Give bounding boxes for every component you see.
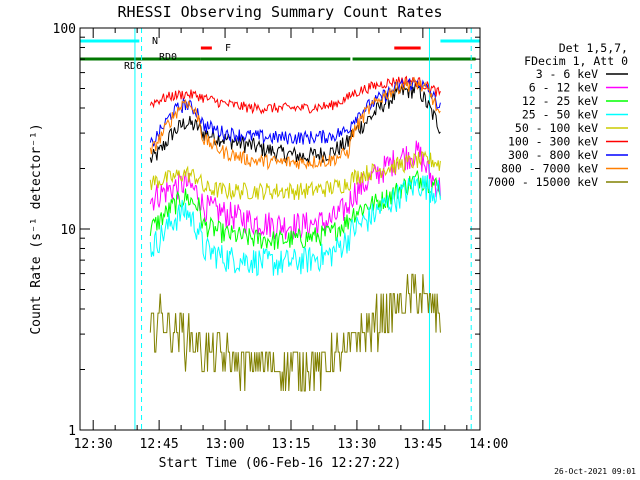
legend-label: 25 - 50 keV	[522, 108, 598, 122]
legend-label: 800 - 7000 keV	[501, 162, 598, 176]
x-axis-label: Start Time (06-Feb-16 12:27:22)	[159, 456, 402, 471]
series-line-4	[149, 175, 441, 277]
series-line-1	[149, 81, 441, 163]
x-tick-label: 13:30	[337, 437, 376, 452]
flare-label: F	[225, 43, 231, 54]
legend-label: 6 - 12 keV	[529, 81, 598, 95]
x-tick-label: 13:45	[403, 437, 442, 452]
decimation-label-rd6: RD6	[124, 61, 142, 72]
y-tick-label: 1	[68, 424, 76, 439]
y-tick-label: 100	[53, 22, 76, 37]
night-label: N	[152, 36, 158, 47]
chart-title: RHESSI Observing Summary Count Rates	[117, 3, 442, 21]
legend-label: 12 - 25 keV	[522, 94, 598, 108]
series-line-9	[149, 273, 441, 392]
series-layer	[149, 75, 441, 392]
generation-timestamp: 26-Oct-2021 09:01	[554, 467, 636, 476]
x-tick-label: 14:00	[469, 437, 508, 452]
y-tick-label: 10	[60, 223, 76, 238]
legend-label: 100 - 300 keV	[508, 135, 598, 149]
legend-label: 7000 - 15000 keV	[487, 175, 598, 189]
x-tick-label: 13:15	[271, 437, 310, 452]
x-tick-label: 13:00	[205, 437, 244, 452]
series-line-5	[149, 150, 441, 201]
decimation-label-rd0: RD0	[159, 52, 177, 63]
legend-label: 50 - 100 keV	[515, 121, 598, 135]
x-tick-label: 12:30	[74, 437, 113, 452]
series-line-6	[149, 75, 441, 115]
legend-header-line-1: Det 1,5,7,	[559, 41, 628, 55]
legend-header-line-2: FDecim 1, Att 0	[524, 54, 628, 68]
legend-label: 3 - 6 keV	[536, 67, 598, 81]
annotation-layer: N F RD6 RD0	[80, 28, 480, 430]
x-tick-label: 12:45	[140, 437, 179, 452]
series-line-8	[149, 76, 441, 171]
y-axis-label: Count Rate (s⁻¹ detector⁻¹)	[29, 123, 44, 334]
legend-label: 300 - 800 keV	[508, 148, 598, 162]
axes-layer: 12:30 12:45 13:00 13:15 13:30 13:45 14:00 1 10 10…	[53, 22, 509, 452]
series-line-3	[149, 170, 441, 250]
